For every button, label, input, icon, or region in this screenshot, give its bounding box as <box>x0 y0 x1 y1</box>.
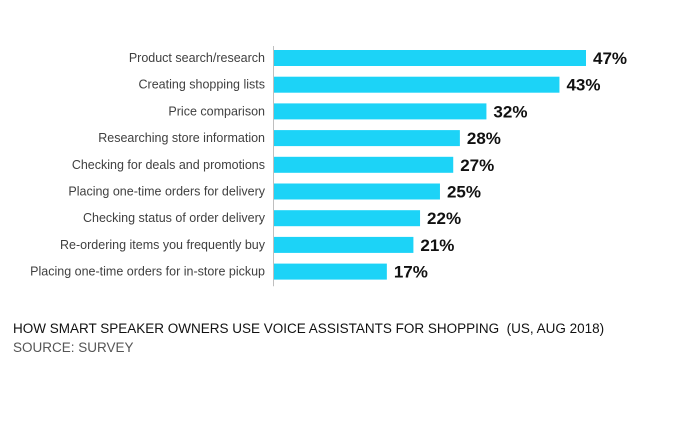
data-label: 32% <box>493 102 527 121</box>
bar <box>274 236 414 253</box>
data-label: 17% <box>394 263 428 282</box>
data-label: 25% <box>447 183 481 202</box>
category-label: Product search/research <box>129 51 265 65</box>
bar <box>274 76 560 93</box>
data-label: 21% <box>420 236 454 255</box>
bar <box>274 130 460 147</box>
category-label: Checking for deals and promotions <box>72 158 265 172</box>
data-label: 22% <box>427 209 461 228</box>
bar <box>274 50 586 66</box>
category-label: Price comparison <box>168 104 265 118</box>
bar <box>274 210 421 227</box>
data-label: 28% <box>467 129 501 148</box>
bar <box>274 183 440 200</box>
bar-chart: Product search/research 47% Creating shopp… <box>30 46 627 287</box>
data-label: 27% <box>460 156 494 175</box>
category-label: Researching store information <box>98 131 265 145</box>
bar <box>274 263 387 280</box>
category-label: Placing one-time orders for delivery <box>68 185 265 199</box>
chart-title: HOW SMART SPEAKER OWNERS USE VOICE ASSIS… <box>13 321 605 336</box>
data-label: 43% <box>566 76 600 95</box>
bar <box>274 103 487 120</box>
category-label: Placing one-time orders for in-store pic… <box>30 265 265 279</box>
category-label: Checking status of order delivery <box>83 211 266 225</box>
data-label: 47% <box>593 49 627 68</box>
bar <box>274 156 454 173</box>
chart-source: SOURCE: SURVEY <box>13 340 134 355</box>
category-label: Re-ordering items you frequently buy <box>60 238 266 252</box>
category-label: Creating shopping lists <box>139 78 265 92</box>
